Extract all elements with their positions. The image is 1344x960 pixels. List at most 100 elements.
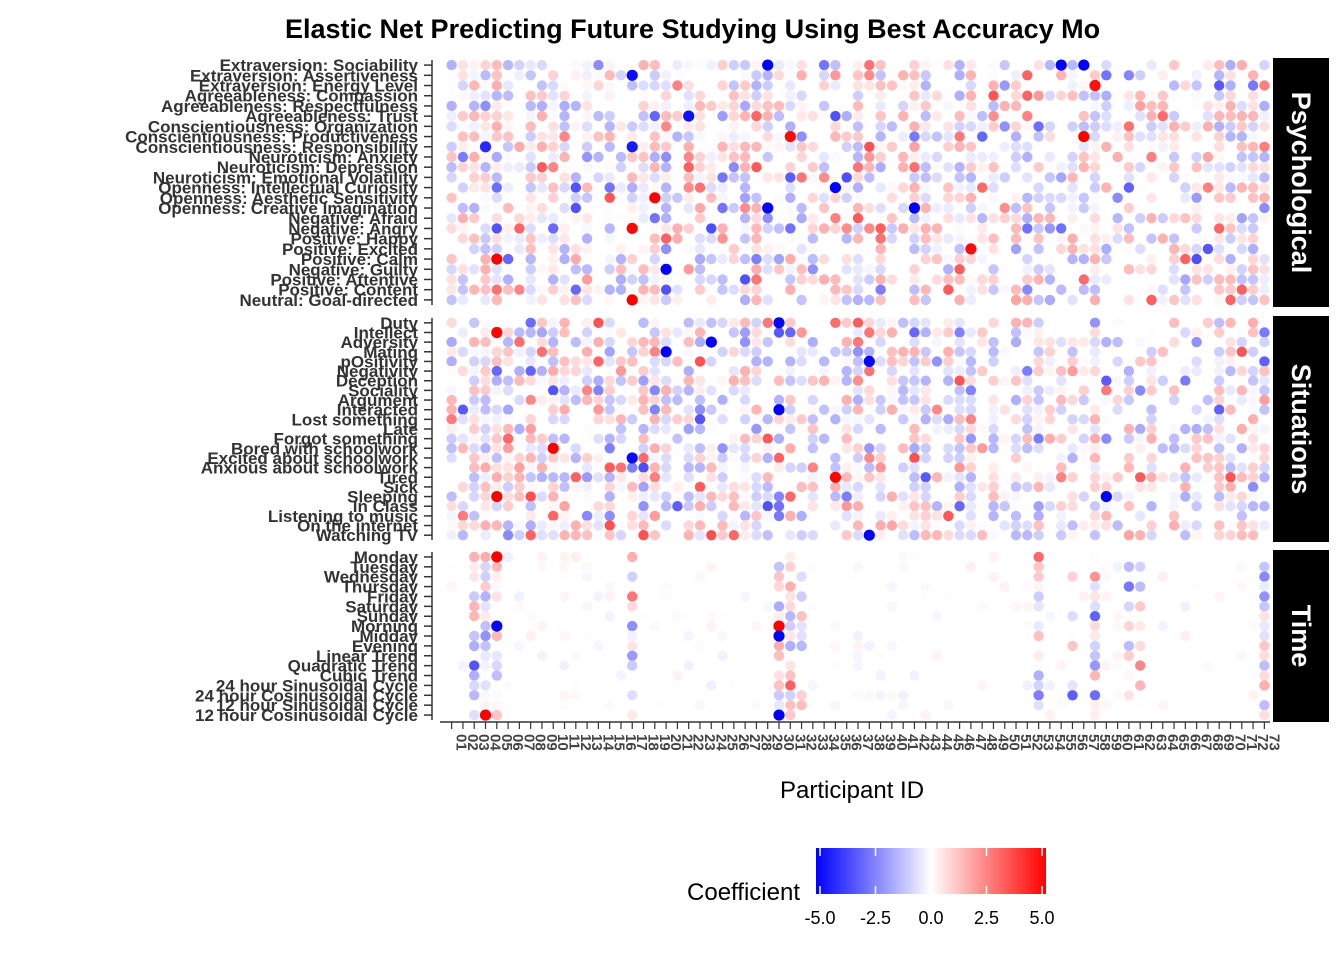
coefficient-point [920, 375, 931, 386]
coefficient-point [469, 443, 480, 454]
coefficient-point [1191, 182, 1202, 193]
coefficient-point [469, 690, 480, 701]
coefficient-point [943, 213, 954, 224]
coefficient-point [615, 394, 627, 406]
coefficient-point [1022, 202, 1033, 214]
coefficient-point [1259, 472, 1270, 483]
coefficient-point [852, 141, 864, 152]
coefficient-point [1010, 317, 1022, 328]
coefficient-point [785, 443, 796, 454]
coefficient-point [1259, 581, 1270, 592]
coefficient-point [751, 336, 762, 348]
coefficient-point [1010, 162, 1022, 173]
coefficient-point [931, 162, 943, 173]
coefficient-point [615, 472, 627, 483]
coefficient-point [898, 385, 909, 396]
x-tick-label: 59 [1107, 734, 1124, 751]
y-tick-label: Conscientiousness: Productiveness [125, 128, 418, 147]
coefficient-point [841, 481, 852, 493]
coefficient-point [818, 223, 830, 234]
coefficient-point [446, 452, 457, 464]
coefficient-point [469, 213, 480, 224]
coefficient-point [649, 151, 660, 163]
coefficient-point [1101, 433, 1112, 444]
coefficient-point [898, 462, 909, 473]
coefficient-point [1112, 520, 1123, 531]
coefficient-point [739, 233, 751, 244]
coefficient-point [469, 680, 480, 691]
coefficient-point [830, 640, 841, 652]
coefficient-point [988, 346, 999, 357]
coefficient-point [999, 100, 1010, 112]
coefficient-point [1033, 394, 1044, 406]
coefficient-point [1067, 294, 1078, 306]
coefficient-point [1123, 131, 1135, 142]
coefficient-point [739, 202, 751, 214]
coefficient-point [446, 317, 457, 328]
coefficient-point [627, 264, 638, 275]
coefficient-point [852, 365, 864, 377]
coefficient-point [852, 223, 864, 234]
y-tick-label: Positive: Happy [290, 230, 418, 249]
coefficient-point [627, 172, 638, 183]
coefficient-point [491, 326, 503, 339]
coefficient-point [1089, 79, 1101, 92]
coefficient-point [469, 264, 480, 275]
coefficient-point [977, 365, 988, 377]
coefficient-point [548, 404, 559, 415]
coefficient-point [649, 202, 660, 214]
coefficient-point [977, 336, 988, 348]
coefficient-point [672, 680, 683, 691]
coefficient-point [717, 182, 728, 193]
coefficient-point [548, 336, 559, 348]
coefficient-point [1089, 443, 1101, 454]
coefficient-point [1033, 274, 1044, 285]
coefficient-point [931, 510, 943, 522]
coefficient-point [1112, 491, 1123, 502]
coefficient-point [694, 640, 706, 652]
coefficient-point [491, 709, 502, 721]
coefficient-point [593, 452, 604, 464]
coefficient-point [717, 462, 728, 473]
coefficient-point [1123, 601, 1135, 612]
coefficient-point [638, 202, 649, 214]
coefficient-point [909, 192, 920, 203]
coefficient-point [1033, 472, 1044, 483]
x-tick-label: 20 [667, 734, 684, 751]
coefficient-point [525, 346, 536, 357]
coefficient-point [920, 336, 931, 348]
coefficient-point [1078, 162, 1090, 173]
coefficient-point [502, 110, 514, 122]
coefficient-point [1225, 452, 1236, 464]
coefficient-point [852, 452, 864, 464]
coefficient-point [807, 243, 818, 255]
coefficient-point [694, 243, 706, 255]
coefficient-point [1067, 356, 1078, 367]
coefficient-point [999, 141, 1010, 152]
coefficient-point [1135, 131, 1146, 142]
coefficient-point [548, 462, 559, 473]
coefficient-point [706, 59, 717, 71]
coefficient-point [469, 660, 480, 671]
coefficient-point [1146, 80, 1157, 91]
coefficient-point [1089, 620, 1101, 632]
coefficient-point [898, 394, 909, 406]
coefficient-point [491, 151, 502, 163]
coefficient-point [1247, 327, 1259, 338]
coefficient-point [785, 253, 796, 265]
coefficient-point [977, 110, 988, 122]
coefficient-point [728, 110, 739, 122]
coefficient-point [615, 375, 627, 386]
coefficient-point [581, 100, 593, 112]
coefficient-point [1067, 253, 1078, 265]
coefficient-point [1146, 501, 1157, 512]
coefficient-point [660, 110, 672, 122]
coefficient-point [514, 394, 525, 406]
coefficient-point [1078, 253, 1090, 265]
coefficient-point [581, 520, 593, 531]
coefficient-point [548, 264, 559, 275]
coefficient-point [683, 414, 694, 425]
coefficient-point [1123, 581, 1135, 592]
coefficient-point [931, 172, 943, 183]
coefficient-point [1259, 611, 1270, 622]
